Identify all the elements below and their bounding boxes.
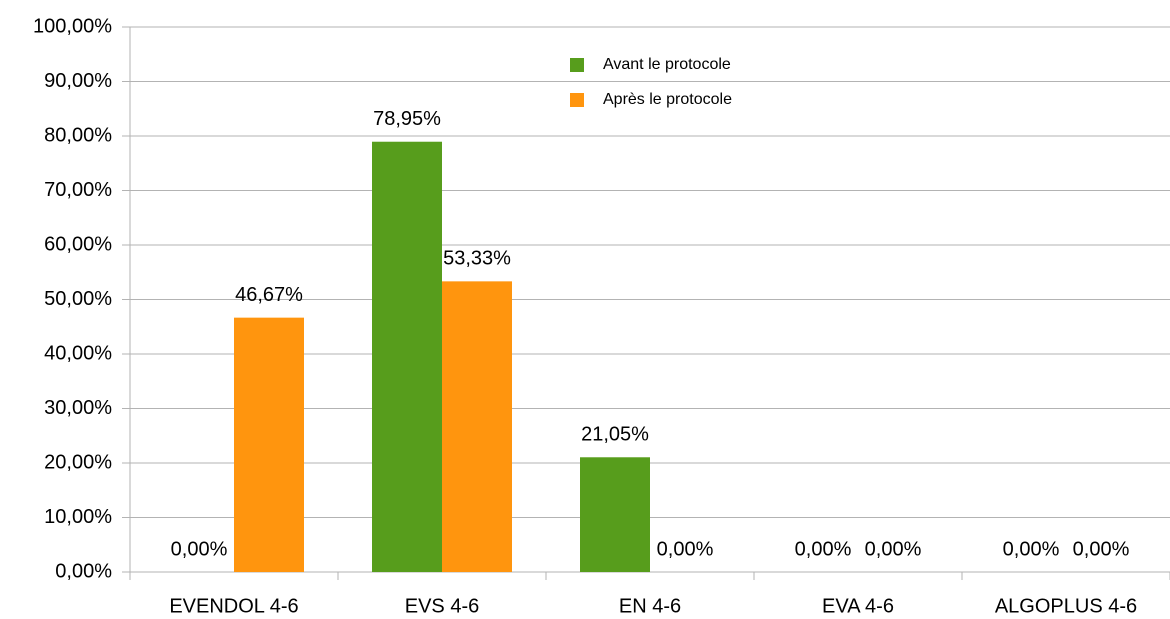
legend-swatch: [570, 93, 584, 107]
bar: [442, 281, 512, 572]
y-tick-label: 10,00%: [44, 506, 112, 528]
legend-label: Après le protocole: [603, 91, 732, 108]
bar: [580, 457, 650, 572]
y-tick-label: 30,00%: [44, 397, 112, 419]
legend-swatch: [570, 58, 584, 72]
value-label: 46,67%: [235, 284, 303, 306]
y-tick-label: 70,00%: [44, 179, 112, 201]
y-tick-label: 90,00%: [44, 70, 112, 92]
value-label: 0,00%: [795, 538, 852, 560]
y-tick-label: 40,00%: [44, 342, 112, 364]
x-tick-label: EN 4-6: [619, 595, 681, 617]
x-tick-label: EVA 4-6: [822, 595, 894, 617]
y-tick-label: 50,00%: [44, 288, 112, 310]
value-label: 0,00%: [657, 538, 714, 560]
y-tick-label: 80,00%: [44, 124, 112, 146]
x-tick-label: EVENDOL 4-6: [169, 595, 298, 617]
bar: [234, 317, 304, 572]
value-label: 0,00%: [171, 538, 228, 560]
y-tick-label: 60,00%: [44, 233, 112, 255]
y-tick-label: 0,00%: [55, 560, 112, 582]
bar: [372, 141, 442, 572]
value-label: 0,00%: [865, 538, 922, 560]
y-tick-label: 100,00%: [33, 15, 112, 37]
x-tick-label: EVS 4-6: [405, 595, 479, 617]
value-label: 21,05%: [581, 424, 649, 446]
value-label: 78,95%: [373, 108, 441, 130]
y-tick-label: 20,00%: [44, 451, 112, 473]
legend-label: Avant le protocole: [603, 56, 731, 73]
value-label: 53,33%: [443, 248, 511, 270]
value-label: 0,00%: [1073, 538, 1130, 560]
value-label: 0,00%: [1003, 538, 1060, 560]
x-tick-label: ALGOPLUS 4-6: [995, 595, 1137, 617]
